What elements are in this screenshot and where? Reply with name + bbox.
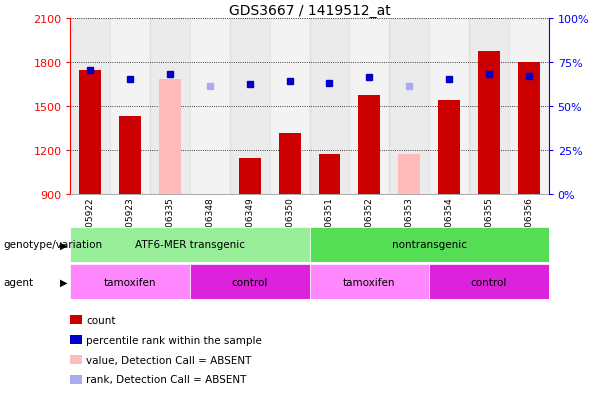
Bar xyxy=(159,80,181,194)
Bar xyxy=(349,19,389,194)
Bar xyxy=(190,19,230,194)
Bar xyxy=(438,100,460,194)
Bar xyxy=(150,19,190,194)
Bar xyxy=(310,227,549,262)
Text: ATF6-MER transgenic: ATF6-MER transgenic xyxy=(135,240,245,250)
Bar xyxy=(469,19,509,194)
Bar xyxy=(70,227,310,262)
Bar xyxy=(398,154,420,194)
Bar xyxy=(80,71,101,194)
Bar xyxy=(239,159,261,194)
Bar xyxy=(230,19,270,194)
Text: nontransgenic: nontransgenic xyxy=(392,240,466,250)
Bar xyxy=(279,134,300,194)
Bar xyxy=(478,52,500,194)
Text: ▶: ▶ xyxy=(60,240,67,250)
Title: GDS3667 / 1419512_at: GDS3667 / 1419512_at xyxy=(229,4,390,18)
Bar xyxy=(518,62,539,194)
Bar xyxy=(110,19,150,194)
Bar xyxy=(310,19,349,194)
Text: control: control xyxy=(471,277,507,287)
Text: percentile rank within the sample: percentile rank within the sample xyxy=(86,335,262,345)
Bar xyxy=(70,19,110,194)
Bar xyxy=(190,264,310,299)
Text: value, Detection Call = ABSENT: value, Detection Call = ABSENT xyxy=(86,355,252,365)
Text: genotype/variation: genotype/variation xyxy=(3,240,102,250)
Bar xyxy=(270,19,310,194)
Bar xyxy=(310,264,429,299)
Bar xyxy=(509,19,549,194)
Bar xyxy=(319,154,340,194)
Text: count: count xyxy=(86,315,116,325)
Text: ▶: ▶ xyxy=(60,277,67,287)
Bar xyxy=(429,19,469,194)
Bar xyxy=(70,264,190,299)
Bar xyxy=(120,116,141,194)
Text: rank, Detection Call = ABSENT: rank, Detection Call = ABSENT xyxy=(86,375,247,385)
Bar xyxy=(389,19,429,194)
Text: control: control xyxy=(232,277,268,287)
Text: tamoxifen: tamoxifen xyxy=(343,277,395,287)
Bar xyxy=(199,194,221,196)
Text: agent: agent xyxy=(3,277,33,287)
Text: tamoxifen: tamoxifen xyxy=(104,277,156,287)
Bar xyxy=(429,264,549,299)
Bar xyxy=(359,96,380,194)
